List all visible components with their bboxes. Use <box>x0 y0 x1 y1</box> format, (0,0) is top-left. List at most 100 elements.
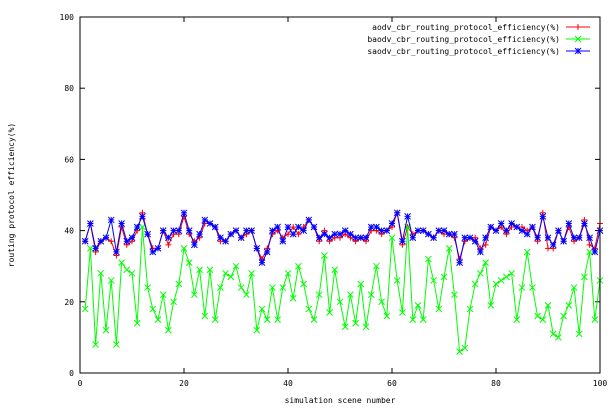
data-point <box>362 234 370 242</box>
data-point <box>497 220 505 227</box>
data-point <box>305 216 313 224</box>
data-point <box>201 312 209 320</box>
data-point <box>295 231 302 238</box>
data-point <box>518 284 526 291</box>
data-point <box>185 227 193 234</box>
data-point <box>336 298 344 306</box>
y-tick-label: 80 <box>64 84 74 93</box>
data-point <box>315 291 323 299</box>
data-point <box>331 230 339 238</box>
data-point <box>513 223 521 231</box>
x-tick-label: 20 <box>179 379 189 388</box>
data-point <box>123 237 131 245</box>
y-tick-label: 60 <box>64 155 74 164</box>
data-point <box>107 216 115 224</box>
y-tick-label: 0 <box>69 369 74 378</box>
data-point <box>419 316 427 323</box>
data-point <box>185 259 193 266</box>
data-point <box>456 259 463 266</box>
data-point <box>378 298 385 306</box>
legend-item: baodv_cbr_routing_protocol_efficiency(%) <box>367 35 590 44</box>
data-point <box>113 248 120 256</box>
data-point <box>305 305 313 313</box>
series-3 <box>81 209 604 266</box>
plot-frame <box>79 16 601 374</box>
series-line <box>84 210 601 262</box>
data-point <box>503 273 510 281</box>
data-point <box>565 220 573 227</box>
data-point <box>175 227 183 234</box>
data-point <box>118 220 125 227</box>
data-point <box>393 209 401 217</box>
data-point <box>87 245 94 252</box>
data-point <box>461 344 469 352</box>
data-point <box>222 237 229 245</box>
data-point <box>108 238 115 245</box>
data-point <box>591 248 599 256</box>
data-point <box>139 223 146 231</box>
x-tick-label: 0 <box>78 379 83 388</box>
data-point <box>279 284 287 291</box>
data-point <box>492 280 500 288</box>
data-point <box>456 348 463 355</box>
data-point <box>321 230 328 238</box>
data-point <box>451 291 458 299</box>
data-point <box>419 227 427 234</box>
data-point <box>399 309 406 316</box>
data-point <box>123 266 131 274</box>
data-point <box>237 234 245 242</box>
series-line <box>84 211 601 264</box>
data-point <box>549 330 557 338</box>
data-point <box>466 305 474 313</box>
data-point <box>440 227 448 234</box>
data-point <box>201 216 209 224</box>
data-point <box>331 266 339 274</box>
data-point <box>539 213 547 220</box>
data-point <box>549 241 557 249</box>
data-point <box>586 234 593 242</box>
data-point <box>477 269 484 277</box>
data-point <box>243 227 250 234</box>
data-point <box>482 234 489 242</box>
data-point <box>414 302 422 309</box>
data-point <box>586 241 593 248</box>
data-point <box>575 330 583 338</box>
data-point <box>555 334 562 341</box>
data-point <box>81 305 89 313</box>
data-point <box>310 223 318 231</box>
data-point <box>191 241 198 249</box>
data-point <box>347 230 354 238</box>
series-line <box>84 226 601 353</box>
data-point <box>211 223 219 231</box>
data-point <box>149 248 157 256</box>
data-point <box>529 223 536 231</box>
data-point <box>269 284 276 291</box>
data-point <box>352 319 359 327</box>
data-point <box>477 248 484 256</box>
data-point <box>373 223 380 231</box>
data-point <box>217 284 224 291</box>
data-point <box>482 259 489 266</box>
data-point <box>336 230 344 238</box>
data-point <box>471 237 479 245</box>
data-point <box>586 248 593 256</box>
data-point <box>451 230 458 238</box>
data-point <box>274 223 281 231</box>
legend-marker <box>575 24 581 30</box>
data-point <box>154 245 162 252</box>
data-point <box>284 269 292 277</box>
data-point <box>133 223 141 231</box>
data-point <box>97 237 105 245</box>
data-point <box>269 227 276 234</box>
legend-item: aodv_cbr_routing_protocol_efficiency(%) <box>372 23 590 32</box>
data-point <box>435 227 443 234</box>
data-point <box>144 284 151 291</box>
data-point <box>383 227 391 234</box>
data-point <box>290 224 297 231</box>
data-point <box>357 280 365 288</box>
data-point <box>232 227 240 234</box>
data-point <box>430 277 437 284</box>
data-point <box>518 227 526 234</box>
data-point <box>310 316 318 323</box>
data-point <box>487 223 495 231</box>
